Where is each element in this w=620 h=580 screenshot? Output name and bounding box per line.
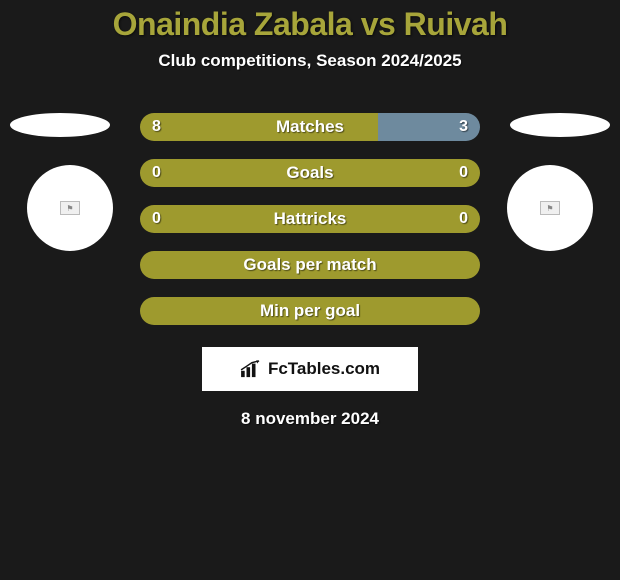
stat-value-right: 0 [459, 164, 468, 182]
player2-avatar: ⚑ [507, 165, 593, 251]
stat-row: Goals0 0 [140, 159, 480, 187]
stat-label: Goals per match [140, 255, 480, 275]
stat-value-left: 0 [152, 210, 161, 228]
stat-row: Goals per match [140, 251, 480, 279]
stat-value-right: 0 [459, 210, 468, 228]
stat-rows: Matches83Goals00Hattricks00Goals per mat… [140, 113, 480, 325]
stat-label: Goals [140, 163, 480, 183]
player1-avatar: ⚑ [27, 165, 113, 251]
comparison-infographic: Onaindia Zabala vs Ruivah Club competiti… [0, 0, 620, 580]
stat-label: Hattricks [140, 209, 480, 229]
brand-text: FcTables.com [268, 359, 380, 379]
player2-flag-icon: ⚑ [540, 201, 560, 215]
brand-chart-icon [240, 360, 262, 378]
page-title: Onaindia Zabala vs Ruivah [0, 0, 620, 43]
stat-row: Matches8 3 [140, 113, 480, 141]
player2-name-ellipse [510, 113, 610, 137]
date-text: 8 november 2024 [0, 409, 620, 429]
stat-row: Hattricks0 0 [140, 205, 480, 233]
stat-label: Min per goal [140, 301, 480, 321]
stat-value-right: 3 [459, 118, 468, 136]
player1-name-ellipse [10, 113, 110, 137]
stat-row: Min per goal [140, 297, 480, 325]
stats-area: ⚑ ⚑ Matches83Goals00Hattricks00Goals per… [0, 113, 620, 325]
subtitle: Club competitions, Season 2024/2025 [0, 51, 620, 71]
player1-flag-icon: ⚑ [60, 201, 80, 215]
stat-value-left: 8 [152, 118, 161, 136]
stat-label: Matches [140, 117, 480, 137]
stat-value-left: 0 [152, 164, 161, 182]
brand-box: FcTables.com [202, 347, 418, 391]
